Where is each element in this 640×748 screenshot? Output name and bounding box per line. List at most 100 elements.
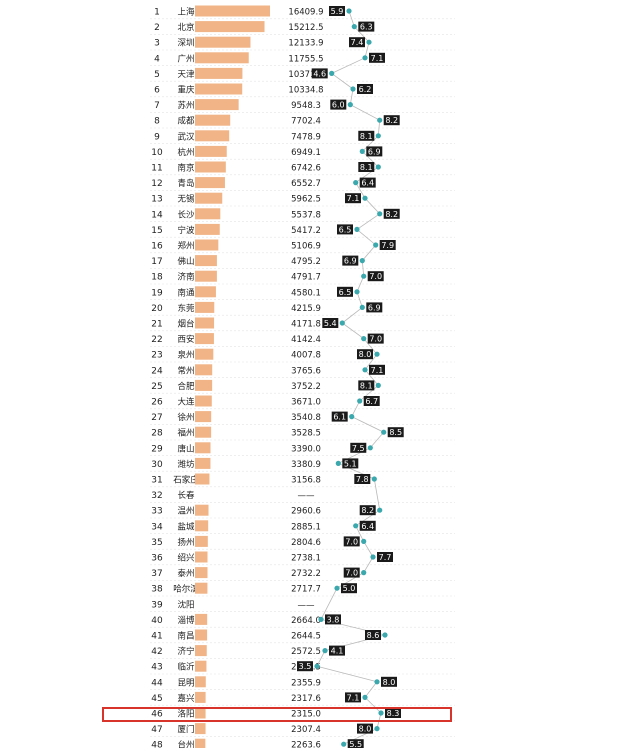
city-label: 西安 [177, 334, 194, 345]
growth-label: 6.9 [368, 303, 381, 312]
table-row-45: 45 嘉兴 2317.6 [151, 691, 321, 704]
rank-label: 21 [151, 320, 162, 330]
city-label: 泉州 [177, 350, 194, 361]
growth-label: 7.0 [369, 272, 382, 281]
growth-point [375, 382, 381, 388]
gdp-bar [195, 130, 230, 142]
city-label: 临沂 [177, 662, 195, 673]
growth-label: 5.9 [331, 7, 344, 16]
city-label: 合肥 [177, 381, 195, 392]
growth-point [373, 242, 379, 248]
growth-line-segment [351, 400, 361, 417]
rank-label: 16 [151, 242, 163, 252]
rank-label: 11 [151, 164, 162, 174]
growth-point [359, 148, 365, 154]
gdp-bar [195, 255, 217, 267]
gdp-value-label: 5537.8 [291, 210, 321, 220]
gdp-bar [195, 5, 270, 17]
table-row-10: 10 杭州 6949.1 [151, 145, 321, 158]
growth-point [382, 632, 388, 638]
rank-label: 4 [154, 54, 160, 64]
growth-label: 6.9 [344, 257, 357, 266]
growth-line-segment [356, 229, 376, 246]
rank-label: 2 [154, 23, 160, 33]
table-row-26: 26 大连 3671.0 [151, 395, 321, 408]
gdp-bar [195, 52, 249, 64]
growth-label-bg [341, 583, 357, 594]
growth-point [374, 351, 380, 357]
gdp-value-label: 2644.5 [291, 632, 321, 642]
growth-line-segment [356, 276, 365, 292]
gdp-bar [195, 364, 213, 376]
growth-line-segment [331, 73, 354, 90]
table-row-19: 19 南通 4580.1 [151, 286, 321, 298]
growth-point [361, 570, 367, 576]
gdp-bar [195, 520, 209, 532]
city-label: 绍兴 [177, 553, 195, 564]
growth-label-bg [377, 552, 393, 562]
data-rows: 1 上海 16409.9 2 北京 15212.5 3 深圳 12133.9 4 广州 11755.5… [151, 5, 324, 748]
growth-label-bg [366, 146, 383, 157]
growth-label: 3.5 [299, 662, 312, 671]
rank-label: 28 [151, 429, 163, 439]
gdp-bar [195, 348, 214, 360]
table-row-5: 5 天津 10371.2 [154, 67, 324, 80]
gdp-value-label: 5417.2 [291, 226, 321, 236]
growth-point [366, 39, 372, 45]
growth-line-segment [364, 697, 382, 714]
table-row-20: 20 东莞 4215.9 [151, 301, 321, 314]
growth-line-segment [354, 26, 370, 43]
growth-label-bg [345, 692, 361, 703]
growth-label: 6.4 [361, 522, 374, 531]
growth-label-bg [357, 349, 373, 360]
city-label: 深圳 [177, 38, 194, 49]
gdp-bar [195, 645, 207, 657]
growth-label: 8.2 [361, 506, 374, 515]
growth-point [370, 554, 376, 560]
rank-label: 24 [151, 366, 163, 376]
table-row-28: 28 福州 3528.5 [151, 426, 321, 439]
growth-label-bg [347, 739, 364, 748]
gdp-value-label: 6552.7 [291, 179, 321, 189]
growth-label-bg [337, 286, 353, 297]
city-label: 烟台 [177, 319, 194, 330]
city-label: 淄博 [177, 615, 195, 626]
table-row-44: 44 昆明 2355.9 [151, 676, 321, 688]
growth-point [361, 538, 367, 545]
gdp-bar [195, 535, 208, 547]
rank-label: 30 [151, 460, 163, 470]
gdp-value-label: 9548.3 [291, 101, 321, 111]
growth-line-segment [364, 197, 380, 215]
growth-label: 8.0 [359, 350, 372, 359]
growth-label-bg [358, 130, 375, 141]
table-row-14: 14 长沙 5537.8 [151, 208, 321, 220]
table-row-12: 12 青岛 6552.7 [151, 177, 321, 189]
growth-label: 4.6 [313, 69, 326, 78]
city-label: 青岛 [177, 178, 194, 189]
growth-label: 3.8 [327, 615, 340, 624]
table-row-27: 27 徐州 3540.8 [151, 411, 321, 423]
rank-label: 45 [151, 694, 162, 704]
rank-label: 26 [151, 398, 163, 408]
table-row-41: 41 南昌 2644.5 [151, 629, 321, 642]
growth-line-segment [320, 588, 338, 620]
rank-label: 9 [154, 132, 160, 142]
rank-label: 32 [151, 491, 162, 501]
growth-label-bg [359, 520, 376, 531]
growth-point [375, 133, 381, 139]
gdp-bar [195, 114, 231, 126]
gdp-bar [195, 317, 215, 329]
gdp-value-label: 12133.9 [288, 39, 323, 49]
rank-label: 38 [151, 585, 163, 595]
gdp-value-label: 10334.8 [288, 86, 323, 96]
growth-point [351, 24, 357, 30]
table-row-11: 11 南京 6742.6 [151, 161, 321, 174]
gdp-value-label: 2804.6 [291, 538, 321, 548]
growth-point [339, 320, 345, 326]
table-row-25: 25 合肥 3752.2 [151, 379, 321, 392]
growth-label-bg [367, 333, 384, 344]
growth-point [377, 117, 383, 123]
growth-label: 8.2 [385, 116, 398, 125]
growth-line-segment [349, 88, 354, 105]
